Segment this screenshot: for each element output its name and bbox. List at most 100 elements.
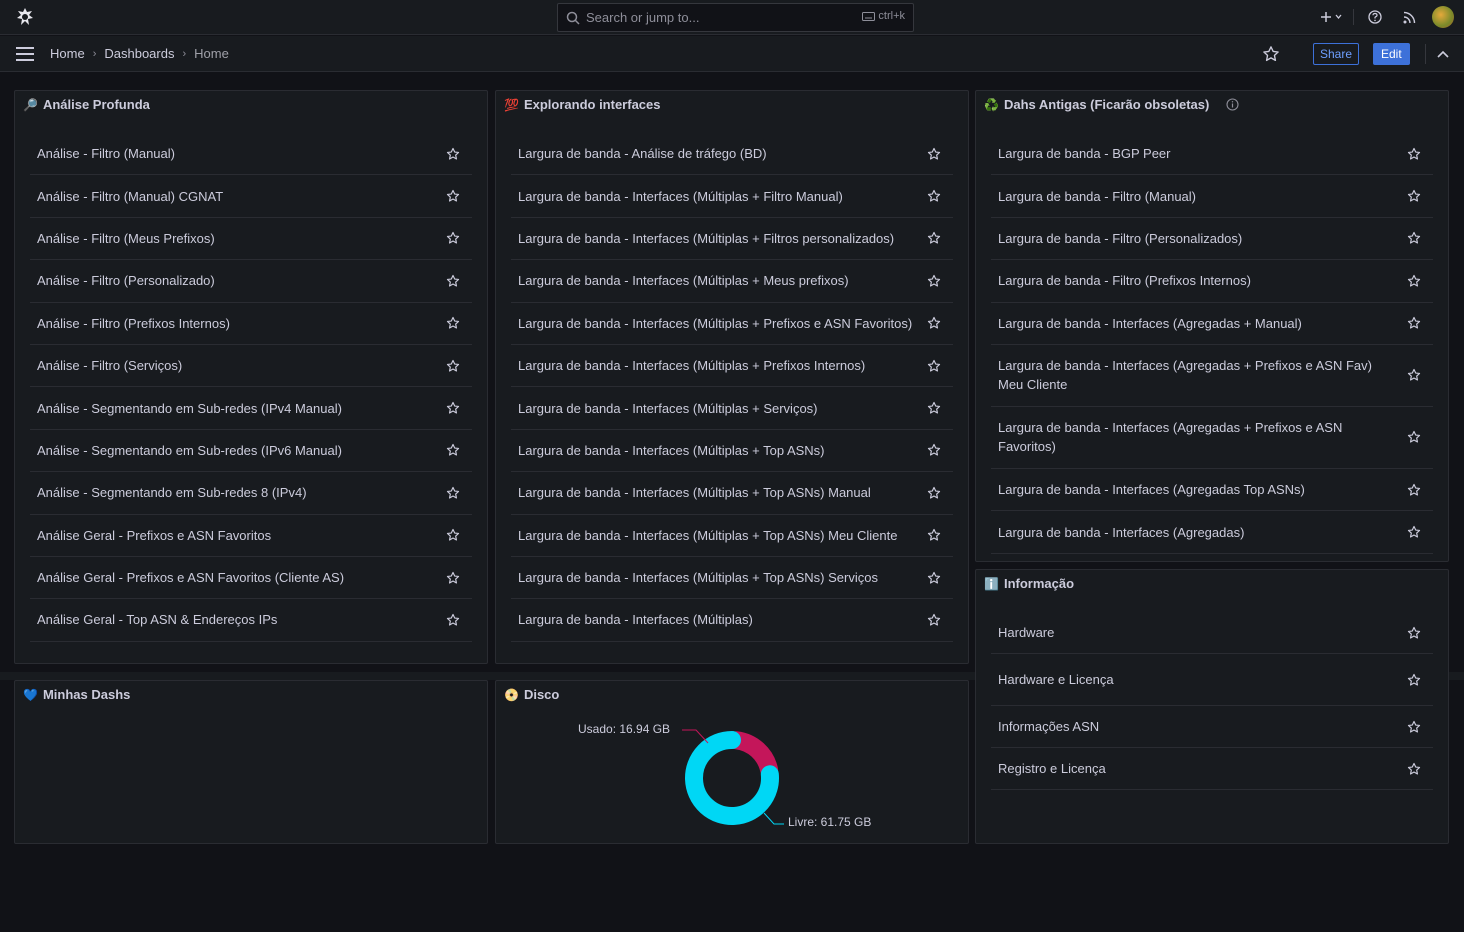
user-avatar[interactable] — [1432, 6, 1454, 28]
star-icon[interactable] — [1407, 274, 1421, 288]
star-icon[interactable] — [446, 189, 460, 203]
dashboard-link[interactable]: Análise Geral - Top ASN & Endereços IPs — [37, 612, 278, 628]
dashboard-link[interactable]: Largura de banda - Interfaces (Múltiplas… — [518, 527, 898, 543]
dashboard-list-item[interactable]: Largura de banda - Interfaces (Agregadas… — [991, 407, 1433, 469]
dashboard-list-item[interactable]: Análise Geral - Top ASN & Endereços IPs — [30, 599, 472, 642]
dashboard-link[interactable]: Análise - Segmentando em Sub-redes 8 (IP… — [37, 485, 307, 501]
share-button[interactable]: Share — [1313, 43, 1360, 65]
dashboard-link[interactable]: Largura de banda - Interfaces (Múltiplas… — [518, 485, 871, 501]
news-button[interactable] — [1392, 5, 1426, 29]
dashboard-link[interactable]: Largura de banda - Interfaces (Agregadas… — [998, 524, 1245, 540]
star-icon[interactable] — [1407, 762, 1421, 776]
star-icon[interactable] — [1407, 720, 1421, 734]
star-icon[interactable] — [446, 316, 460, 330]
dashboard-list-item[interactable]: Análise - Filtro (Prefixos Internos) — [30, 303, 472, 345]
star-icon[interactable] — [927, 613, 941, 627]
info-icon[interactable] — [1226, 98, 1239, 111]
star-icon[interactable] — [446, 443, 460, 457]
dashboard-link[interactable]: Largura de banda - Filtro (Prefixos Inte… — [998, 273, 1251, 289]
dashboard-link[interactable]: Hardware — [998, 625, 1055, 640]
dashboard-list-item[interactable]: Análise - Filtro (Manual) — [30, 133, 472, 176]
star-icon[interactable] — [446, 613, 460, 627]
dashboard-link[interactable]: Informações ASN — [998, 719, 1100, 734]
dashboard-link[interactable]: Largura de banda - Interfaces (Múltiplas… — [518, 570, 878, 586]
dashboard-list-item[interactable]: Largura de banda - Interfaces (Múltiplas… — [511, 472, 953, 515]
help-button[interactable] — [1358, 5, 1392, 29]
panel-title[interactable]: ♻️ Dahs Antigas (Ficarão obsoletas) — [984, 97, 1239, 112]
donut-slice-free[interactable] — [685, 731, 779, 825]
dashboard-link[interactable]: Largura de banda - Interfaces (Múltiplas… — [518, 273, 849, 289]
dashboard-link[interactable]: Análise Geral - Prefixos e ASN Favoritos — [37, 527, 272, 543]
grafana-logo-icon[interactable] — [14, 6, 36, 28]
dashboard-link[interactable]: Largura de banda - Interfaces (Agregadas… — [998, 482, 1305, 498]
star-icon[interactable] — [446, 274, 460, 288]
star-icon[interactable] — [927, 443, 941, 457]
dashboard-list-item[interactable]: Análise Geral - Prefixos e ASN Favoritos… — [30, 557, 472, 600]
dashboard-list-item[interactable]: Largura de banda - Interfaces (Múltiplas… — [511, 218, 953, 261]
dashboard-list-item[interactable]: Análise - Filtro (Personalizado) — [30, 260, 472, 303]
dashboard-list-item[interactable]: Análise - Filtro (Serviços) — [30, 345, 472, 388]
star-icon[interactable] — [927, 231, 941, 245]
star-icon[interactable] — [1407, 189, 1421, 203]
star-icon[interactable] — [1407, 147, 1421, 161]
dashboard-link[interactable]: Análise - Filtro (Prefixos Internos) — [37, 315, 230, 331]
dashboard-list-item[interactable]: Análise - Segmentando em Sub-redes 8 (IP… — [30, 472, 472, 515]
dashboard-link[interactable]: Análise - Segmentando em Sub-redes (IPv6… — [37, 442, 342, 458]
dashboard-list-item[interactable]: Largura de banda - Filtro (Personalizado… — [991, 218, 1433, 261]
dashboard-list-item[interactable]: Análise - Filtro (Meus Prefixos) — [30, 218, 472, 261]
panel-title[interactable]: ℹ️ Informação — [984, 576, 1074, 591]
dashboard-link[interactable]: Largura de banda - Interfaces (Múltiplas… — [518, 358, 866, 374]
dashboard-list-item[interactable]: Análise - Segmentando em Sub-redes (IPv6… — [30, 430, 472, 473]
dashboard-link[interactable]: Análise - Segmentando em Sub-redes (IPv4… — [37, 400, 342, 416]
dashboard-list-item[interactable]: Análise - Filtro (Manual) CGNAT — [30, 175, 472, 218]
dashboard-link[interactable]: Largura de banda - Interfaces (Múltiplas… — [518, 442, 825, 458]
breadcrumb-dashboards[interactable]: Dashboards — [104, 46, 175, 61]
collapse-button[interactable] — [1425, 44, 1459, 64]
dashboard-list-item[interactable]: Largura de banda - Interfaces (Múltiplas… — [511, 303, 953, 345]
star-icon[interactable] — [446, 486, 460, 500]
dashboard-list-item[interactable]: Largura de banda - Interfaces (Agregadas… — [991, 469, 1433, 512]
dashboard-list-item[interactable]: Largura de banda - Interfaces (Agregadas… — [991, 345, 1433, 407]
dashboard-list-item[interactable]: Largura de banda - BGP Peer — [991, 133, 1433, 176]
dashboard-list-item[interactable]: Informações ASN — [991, 706, 1433, 748]
star-icon[interactable] — [927, 189, 941, 203]
panel-title[interactable]: 💯 Explorando interfaces — [504, 97, 661, 112]
dashboard-link[interactable]: Análise - Filtro (Manual) — [37, 146, 175, 162]
dashboard-link[interactable]: Hardware e Licença — [998, 672, 1114, 687]
panel-title[interactable]: 📀 Disco — [504, 687, 559, 702]
star-icon[interactable] — [1407, 368, 1421, 382]
dashboard-link[interactable]: Largura de banda - Interfaces (Agregadas… — [998, 358, 1372, 393]
favorite-star-icon[interactable] — [1262, 45, 1280, 63]
dashboard-link[interactable]: Largura de banda - BGP Peer — [998, 146, 1171, 162]
donut-slice-used[interactable] — [727, 731, 779, 779]
dashboard-list-item[interactable]: Largura de banda - Filtro (Prefixos Inte… — [991, 260, 1433, 303]
edit-button[interactable]: Edit — [1373, 43, 1410, 65]
star-icon[interactable] — [927, 528, 941, 542]
dashboard-link[interactable]: Largura de banda - Interfaces (Múltiplas… — [518, 188, 843, 204]
panel-title[interactable]: 🔎 Análise Profunda — [23, 97, 150, 112]
star-icon[interactable] — [1407, 316, 1421, 330]
dashboard-link[interactable]: Análise - Filtro (Manual) CGNAT — [37, 188, 224, 204]
star-icon[interactable] — [446, 231, 460, 245]
dashboard-link[interactable]: Largura de banda - Filtro (Manual) — [998, 188, 1196, 204]
star-icon[interactable] — [446, 401, 460, 415]
star-icon[interactable] — [927, 274, 941, 288]
star-icon[interactable] — [1407, 525, 1421, 539]
breadcrumb-home[interactable]: Home — [50, 46, 85, 61]
star-icon[interactable] — [446, 359, 460, 373]
menu-icon[interactable] — [16, 47, 34, 61]
dashboard-list-item[interactable]: Largura de banda - Interfaces (Múltiplas… — [511, 260, 953, 303]
dashboard-list-item[interactable]: Largura de banda - Interfaces (Múltiplas… — [511, 557, 953, 600]
dashboard-link[interactable]: Análise - Filtro (Personalizado) — [37, 273, 215, 289]
dashboard-link[interactable]: Largura de banda - Filtro (Personalizado… — [998, 230, 1243, 246]
dashboard-list-item[interactable]: Largura de banda - Interfaces (Múltiplas… — [511, 175, 953, 218]
dashboard-list-item[interactable]: Largura de banda - Interfaces (Agregadas… — [991, 303, 1433, 345]
star-icon[interactable] — [1407, 673, 1421, 687]
dashboard-list-item[interactable]: Análise Geral - Prefixos e ASN Favoritos — [30, 515, 472, 557]
star-icon[interactable] — [446, 571, 460, 585]
panel-title[interactable]: 💙 Minhas Dashs — [23, 687, 130, 702]
dashboard-link[interactable]: Registro e Licença — [998, 761, 1106, 776]
dashboard-link[interactable]: Análise Geral - Prefixos e ASN Favoritos… — [37, 570, 345, 586]
dashboard-link[interactable]: Largura de banda - Interfaces (Agregadas… — [998, 420, 1343, 455]
star-icon[interactable] — [927, 401, 941, 415]
